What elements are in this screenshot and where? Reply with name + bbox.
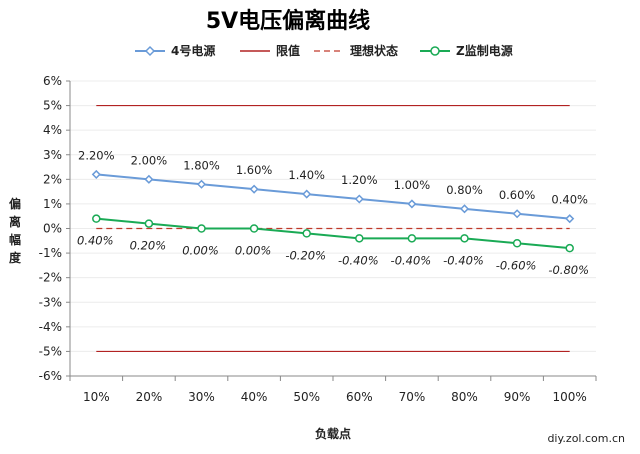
y-axis-title-char: 幅 <box>9 232 21 247</box>
series-4-point <box>249 184 259 194</box>
x-tick-label: 40% <box>241 390 268 404</box>
series-z-point <box>197 224 206 233</box>
y-tick-label: 4% <box>43 123 62 137</box>
series-4-point <box>565 214 575 224</box>
y-tick-label: 0% <box>43 222 62 236</box>
series-z-point <box>565 243 574 253</box>
chart-title: 5V电压偏离曲线 <box>206 8 370 34</box>
series-z-point <box>144 219 154 228</box>
series-4-data-label: 2.00% <box>131 153 168 167</box>
legend-diamond-icon <box>144 45 156 57</box>
y-axis-title: 偏 离 幅 度 <box>9 196 22 265</box>
series-4-data-label: 0.80% <box>446 183 483 197</box>
series-z-point <box>302 229 311 238</box>
y-axis-title-char: 度 <box>9 250 22 265</box>
series-z-data-label: -0.40% <box>443 253 484 267</box>
x-tick-label: 90% <box>504 390 531 404</box>
series-z-point <box>460 234 469 243</box>
series-z-data-label: -0.20% <box>285 248 326 262</box>
y-tick-label: -6% <box>39 369 62 383</box>
series-4-data-label: 0.60% <box>499 188 536 202</box>
y-tick-label: 6% <box>43 74 62 88</box>
legend-item-ideal: 理想状态 <box>314 43 398 58</box>
series-4-data-label: 0.40% <box>551 193 588 207</box>
y-tick-label: 2% <box>43 172 62 186</box>
reference-lines <box>96 104 570 353</box>
series-4-data-label: 1.80% <box>183 158 220 172</box>
x-tick-label: 100% <box>553 390 587 404</box>
series-z-data-label: -0.40% <box>391 253 432 267</box>
legend-label: 4号电源 <box>171 43 215 58</box>
series-4-point <box>459 204 470 214</box>
y-tick-label: 3% <box>43 148 62 162</box>
series-z-data-label: -0.80% <box>548 263 589 277</box>
y-tick-label: -2% <box>39 271 62 285</box>
legend-label: 限值 <box>276 43 300 58</box>
x-tick-label: 50% <box>293 390 320 404</box>
y-tick-label: 1% <box>43 197 62 211</box>
series-z-point <box>512 239 522 248</box>
series-z-data-label: 0.00% <box>182 244 219 258</box>
series-z-data-label: 0.00% <box>235 244 272 258</box>
legend: 4号电源 限值 理想状态 Z监制电源 <box>135 43 513 58</box>
series-4-data-label: 1.00% <box>394 178 431 192</box>
legend-item-series-4: 4号电源 <box>135 43 215 58</box>
series-z-line <box>96 217 570 250</box>
series-4-point <box>196 179 207 189</box>
series-z-point <box>92 214 101 223</box>
y-axis-title-char: 离 <box>9 214 21 229</box>
series-4-point <box>302 189 312 199</box>
y-tick-label: -1% <box>39 246 62 260</box>
legend-item-limit: 限值 <box>240 43 300 58</box>
y-tick-label: -4% <box>39 320 62 334</box>
series-z-data-label: 0.20% <box>130 239 167 253</box>
y-axis-title-char: 偏 <box>9 196 21 211</box>
series-layer <box>91 169 575 253</box>
y-tick-label: -3% <box>39 295 62 309</box>
series-4-point <box>354 194 364 204</box>
x-tick-label: 10% <box>83 390 110 404</box>
series-4-point <box>407 199 417 209</box>
series-z-data-label: -0.60% <box>496 258 537 272</box>
series-4-point <box>144 174 154 184</box>
data-labels: 2.20% 2.00% 1.80% 1.60% 1.40% 1.20% 1.00% 0.80%… <box>77 148 589 277</box>
series-4-data-label: 1.60% <box>236 163 273 177</box>
series-z-point <box>355 234 364 243</box>
x-axis-title: 负载点 <box>315 426 351 441</box>
x-tick-label: 20% <box>136 390 163 404</box>
legend-label: Z监制电源 <box>456 43 513 58</box>
series-4-data-label: 1.20% <box>341 173 378 187</box>
series-z-point <box>407 234 417 243</box>
x-tick-labels: 10% 20% 30% 40% 50% 60% 70% 80% 90% 100% <box>83 390 587 404</box>
x-tick-label: 80% <box>451 390 478 404</box>
series-4-point <box>512 209 522 219</box>
series-4-data-label: 1.40% <box>288 168 325 182</box>
y-tick-labels: -6% -5% -4% -3% -2% -1% 0% 1% 2% 3% 4% 5% 6% <box>39 74 62 383</box>
legend-item-series-z: Z监制电源 <box>420 43 513 58</box>
series-4-data-label: 2.20% <box>78 148 115 162</box>
axes <box>66 80 597 381</box>
legend-label: 理想状态 <box>350 43 398 58</box>
legend-circle-icon <box>430 46 440 56</box>
source-watermark: diy.zol.com.cn <box>547 432 625 445</box>
y-tick-label: 5% <box>43 99 62 113</box>
series-z-data-label: -0.40% <box>338 253 379 267</box>
x-tick-label: 30% <box>188 390 215 404</box>
x-tick-label: 60% <box>346 390 373 404</box>
series-z-data-label: 0.40% <box>77 234 114 248</box>
x-tick-label: 70% <box>399 390 426 404</box>
y-tick-label: -5% <box>39 344 62 358</box>
series-z-point <box>249 224 259 233</box>
series-4-line <box>96 173 570 220</box>
series-4-point <box>91 169 101 179</box>
